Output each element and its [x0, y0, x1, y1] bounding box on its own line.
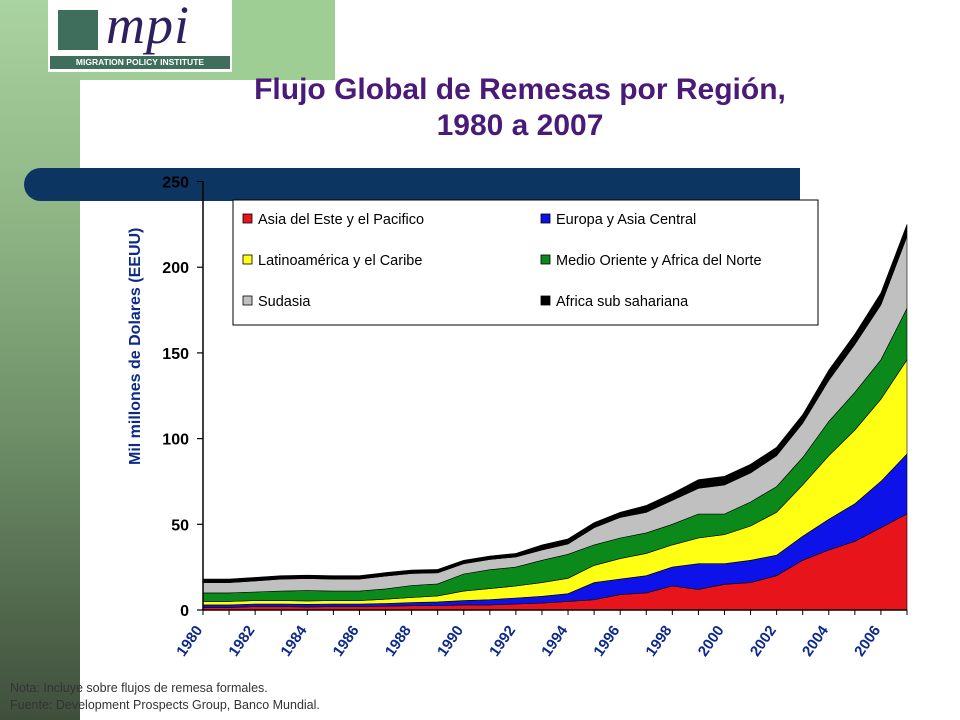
legend: Asia del Este y el Pacifico Europa y Asia… — [232, 199, 819, 326]
x-tick-label: 1986 — [330, 623, 363, 660]
logo-wordmark: mpi — [106, 0, 190, 55]
side-band — [0, 0, 80, 720]
legend-swatch — [242, 213, 253, 224]
y-tick-label: 250 — [162, 175, 189, 192]
x-tick-label: 1980 — [173, 623, 206, 660]
x-tick-label: 1984 — [278, 622, 311, 660]
x-tick-label: 2002 — [747, 623, 780, 660]
source-line: Fuente: Development Prospects Group, Ban… — [10, 698, 320, 712]
y-tick-label: 0 — [180, 603, 189, 620]
x-tick-label: 2000 — [695, 623, 728, 660]
x-tick-label: 2004 — [799, 622, 832, 660]
mpi-logo: mpi MIGRATION POLICY INSTITUTE — [48, 0, 232, 72]
logo-strip: MIGRATION POLICY INSTITUTE — [50, 56, 230, 69]
legend-swatch — [242, 295, 253, 306]
legend-swatch — [540, 213, 551, 224]
legend-label: Latinoamérica y el Caribe — [258, 253, 422, 269]
note-line: Nota: Incluye sobre flujos de remesa for… — [10, 681, 268, 695]
x-tick-label: 1982 — [225, 623, 258, 660]
title-line-1: Flujo Global de Remesas por Región, — [254, 73, 786, 106]
area-series-5 — [202, 224, 908, 583]
y-tick-label: 100 — [162, 432, 189, 449]
legend-box — [232, 199, 819, 326]
title-banner — [24, 168, 800, 201]
legend-label: Medio Oriente y Africa del Norte — [556, 253, 762, 269]
x-tick-label: 1990 — [434, 623, 467, 660]
legend-label: Africa sub sahariana — [556, 294, 689, 310]
footnote: Nota: Incluye sobre flujos de remesa for… — [10, 680, 320, 714]
mpi-logo-mark-icon — [58, 10, 98, 50]
legend-swatch — [540, 254, 551, 265]
x-tick-label: 1998 — [643, 623, 676, 660]
x-tick-label: 1992 — [486, 623, 519, 660]
y-tick-label: 150 — [162, 346, 189, 363]
legend-swatch — [540, 295, 551, 306]
page-title: Flujo Global de Remesas por Región, 1980… — [170, 72, 870, 144]
x-tick-label: 2006 — [851, 623, 884, 660]
y-axis-label: Mil millones de Dolares (EEUU) — [127, 228, 144, 465]
legend-label: Asia del Este y el Pacifico — [258, 212, 424, 228]
y-tick-label: 200 — [162, 260, 189, 277]
x-tick-label: 1996 — [590, 623, 623, 660]
legend-swatch — [242, 254, 253, 265]
y-tick-label: 50 — [171, 517, 189, 534]
title-line-2: 1980 a 2007 — [436, 109, 604, 142]
legend-label: Sudasia — [258, 294, 311, 310]
legend-label: Europa y Asia Central — [556, 212, 696, 228]
x-tick-label: 1994 — [538, 622, 571, 660]
x-tick-label: 1988 — [382, 623, 415, 660]
